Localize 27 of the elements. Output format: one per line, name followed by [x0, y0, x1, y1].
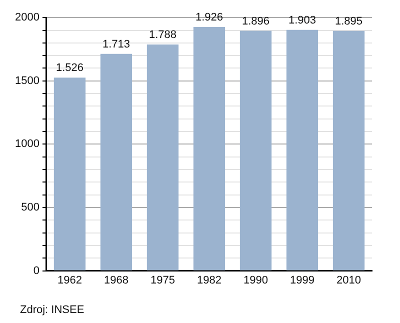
bar: [332, 30, 365, 270]
x-tick-label: 1999: [290, 274, 314, 286]
y-tick-label: 1500: [14, 74, 40, 87]
bar: [286, 30, 318, 270]
x-tick-label: 1982: [196, 274, 222, 286]
data-label: 1.526: [56, 62, 84, 74]
x-tick-label: 1990: [243, 274, 268, 286]
data-label: 1.895: [334, 15, 363, 28]
bar: [240, 30, 272, 270]
data-label: 1.903: [288, 14, 316, 26]
bar: [100, 54, 132, 270]
data-label: 1.788: [148, 28, 176, 41]
text: Zdroj: INSEE: [20, 304, 86, 316]
x-tick-label: 1975: [150, 274, 175, 286]
data-label: 1.926: [195, 12, 223, 24]
x-tick-label: 1962: [57, 274, 82, 286]
y-tick-label: 2000: [14, 12, 40, 24]
y-tick-label: 500: [21, 202, 40, 214]
data-label: 1.713: [102, 38, 130, 50]
bar: [193, 26, 226, 270]
bar: [146, 44, 179, 270]
y-tick-label: 0: [33, 264, 40, 277]
x-tick-label: 2010: [336, 274, 361, 286]
bar: [54, 78, 86, 270]
data-label: 1.896: [242, 15, 270, 28]
x-tick-label: 1968: [104, 274, 128, 286]
y-tick-label: 1000: [14, 138, 40, 150]
